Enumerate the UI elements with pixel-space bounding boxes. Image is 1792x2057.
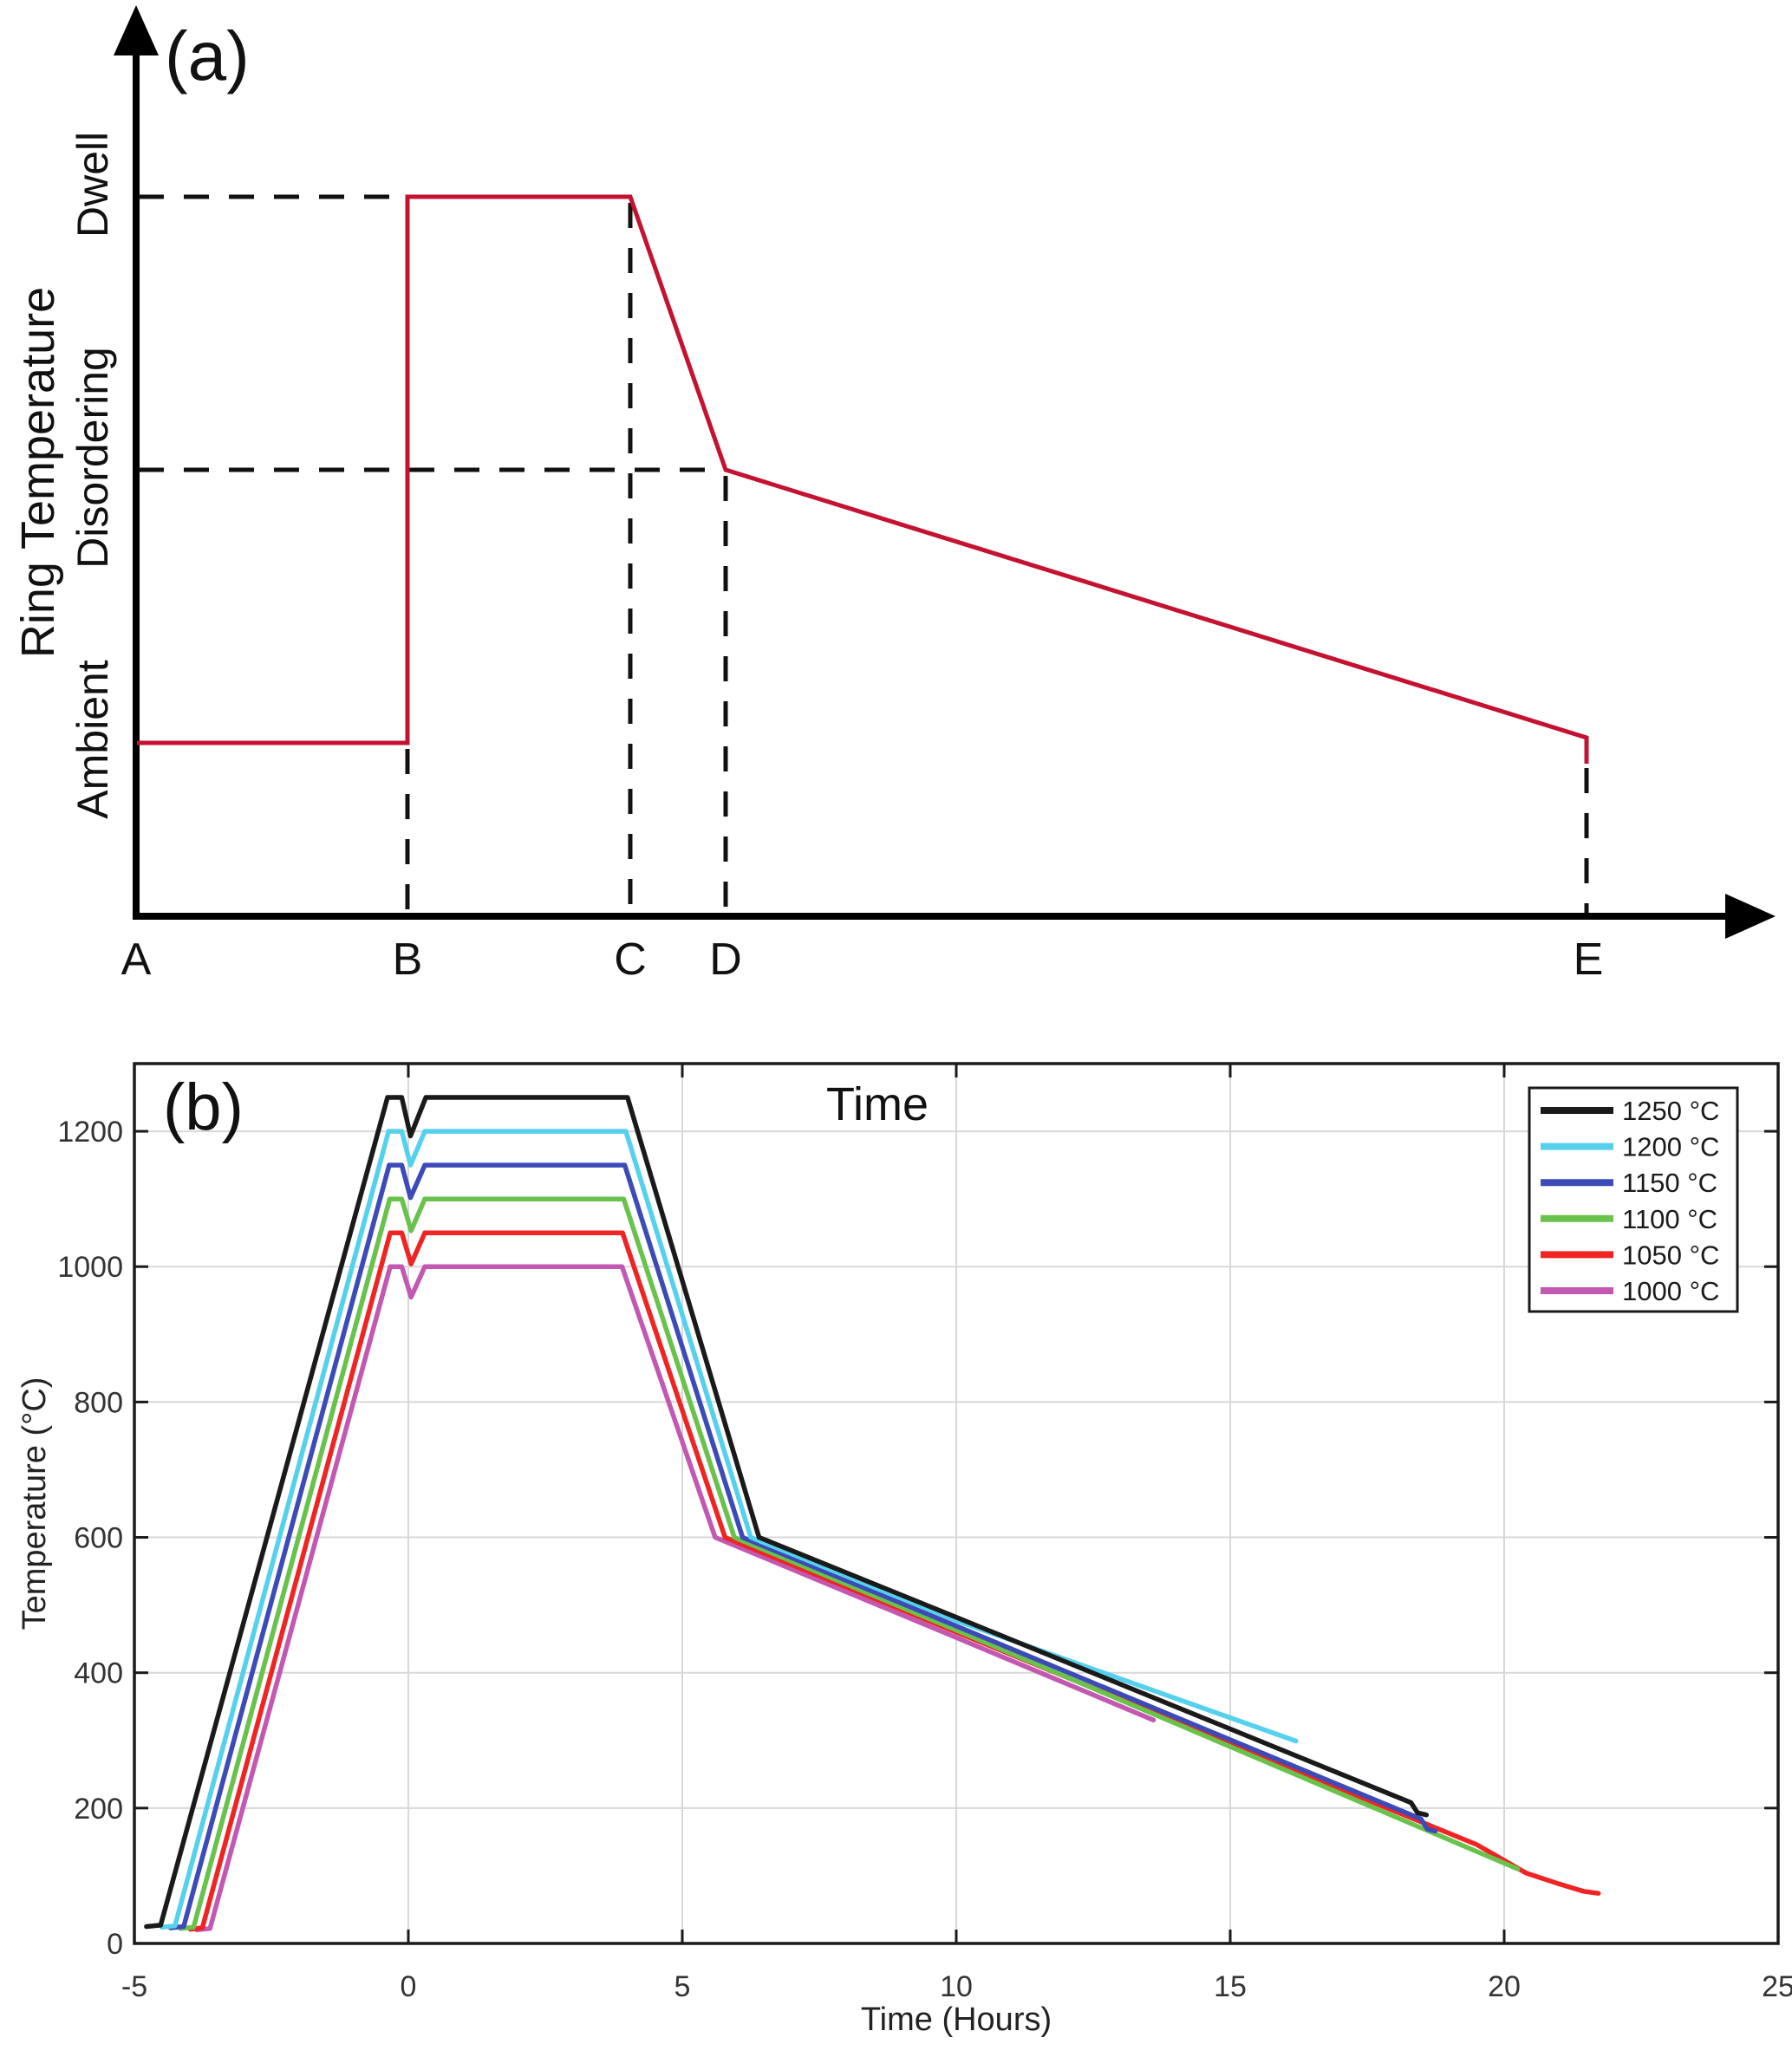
ambient-level-label: Ambient bbox=[68, 660, 117, 819]
panel-a-x-axis-label: Time bbox=[826, 1078, 929, 1130]
legend-entry-label: 1000 °C bbox=[1622, 1276, 1719, 1306]
panel-b-label: (b) bbox=[163, 1071, 244, 1144]
x-tick-label: -5 bbox=[121, 1970, 147, 2003]
time-point-c-label: C bbox=[614, 934, 647, 985]
panel-a-y-axis-label: Ring Temperature bbox=[12, 287, 64, 658]
y-tick-label: 1000 bbox=[57, 1251, 123, 1284]
panel-a-label: (a) bbox=[165, 17, 250, 94]
y-tick-label: 800 bbox=[74, 1386, 123, 1419]
legend-entry-label: 1250 °C bbox=[1622, 1096, 1719, 1126]
y-tick-label: 200 bbox=[74, 1793, 123, 1826]
legend-entry-label: 1100 °C bbox=[1622, 1204, 1717, 1234]
legend-entry-label: 1200 °C bbox=[1622, 1132, 1719, 1162]
time-point-e-label: E bbox=[1574, 934, 1604, 985]
series-line-1000 bbox=[194, 1264, 1157, 1933]
series-line-1050 bbox=[187, 1230, 1601, 1932]
x-tick-label: 20 bbox=[1488, 1970, 1521, 2003]
time-point-b-label: B bbox=[393, 934, 423, 985]
x-tick-label: 0 bbox=[401, 1970, 417, 2003]
disordering-level-label: Disordering bbox=[68, 347, 117, 569]
panel-a-x-axis-arrowhead-icon bbox=[1725, 894, 1776, 939]
series-line-1200 bbox=[159, 1129, 1299, 1930]
x-tick-label: 5 bbox=[674, 1970, 691, 2003]
y-tick-label: 0 bbox=[107, 1928, 123, 1961]
panel-b-y-axis-label: Temperature (°C) bbox=[16, 1377, 53, 1631]
panel-a-y-axis-arrowhead-icon bbox=[114, 5, 159, 55]
y-tick-label: 400 bbox=[74, 1657, 123, 1690]
panel-a: (a) Ring Temperature Dwell Disordering A… bbox=[12, 5, 1776, 1130]
series-line-1100 bbox=[178, 1196, 1521, 1931]
panel-b-x-axis-label: Time (Hours) bbox=[861, 2002, 1052, 2038]
series-line-1250 bbox=[144, 1095, 1430, 1930]
temperature-profile-line bbox=[137, 194, 1589, 764]
x-tick-label: 15 bbox=[1214, 1970, 1247, 2003]
legend-entry-label: 1050 °C bbox=[1622, 1240, 1719, 1270]
series-line-1150 bbox=[167, 1162, 1438, 1930]
panel-b: -5 0 5 10 15 20 25 0 200 400 600 800 1000 1200 Time (H… bbox=[16, 1062, 1792, 2038]
legend-entry-label: 1150 °C bbox=[1622, 1168, 1717, 1198]
dwell-level-label: Dwell bbox=[68, 132, 117, 238]
time-point-a-label: A bbox=[121, 934, 152, 985]
y-tick-label: 1200 bbox=[57, 1116, 123, 1149]
y-tick-label: 600 bbox=[74, 1522, 123, 1555]
time-point-d-label: D bbox=[709, 934, 742, 985]
legend-box bbox=[1528, 1086, 1739, 1313]
x-tick-label: 10 bbox=[940, 1970, 973, 2003]
x-tick-label: 25 bbox=[1762, 1970, 1792, 2003]
